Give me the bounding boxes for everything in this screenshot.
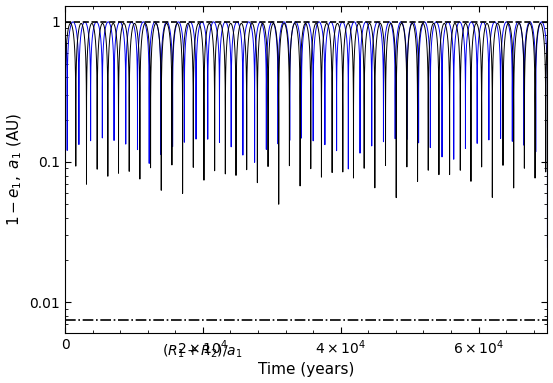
Y-axis label: $1 - e_1,\ a_1\ (\mathrm{AU})$: $1 - e_1,\ a_1\ (\mathrm{AU})$ — [6, 113, 24, 226]
Text: $(R_1+R_2)/a_1$: $(R_1+R_2)/a_1$ — [161, 342, 242, 360]
X-axis label: Time (years): Time (years) — [258, 362, 354, 377]
